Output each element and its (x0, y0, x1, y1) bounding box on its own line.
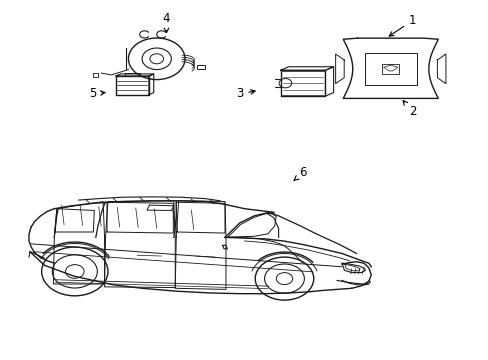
Text: 4: 4 (163, 12, 170, 32)
Bar (196, 64, 204, 69)
Text: 3: 3 (235, 87, 255, 100)
Bar (382, 63, 399, 74)
Text: 5: 5 (88, 87, 105, 100)
Text: 2: 2 (402, 100, 416, 118)
Bar (93, 73, 98, 77)
Text: 1: 1 (388, 14, 416, 36)
Bar (124, 73, 140, 76)
Bar (364, 53, 416, 85)
Text: 6: 6 (293, 166, 306, 180)
